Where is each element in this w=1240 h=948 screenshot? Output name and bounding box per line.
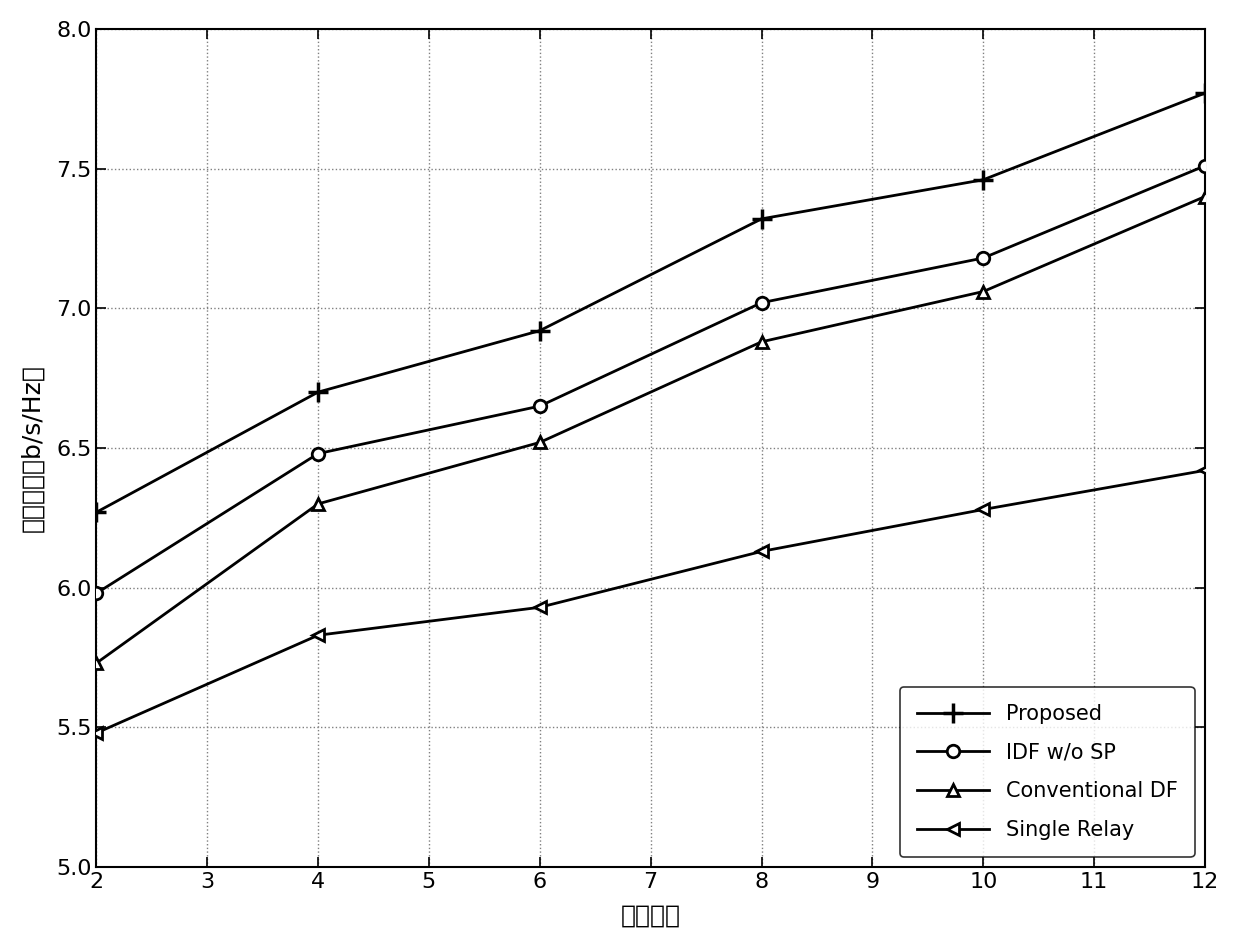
Line: Conventional DF: Conventional DF — [91, 191, 1211, 669]
Proposed — [754, 213, 769, 225]
Conventional DF — [976, 286, 991, 298]
Y-axis label: 系统容量（b/s/Hz）: 系统容量（b/s/Hz） — [21, 364, 45, 532]
Line: Single Relay: Single Relay — [91, 465, 1211, 739]
Proposed — [1198, 87, 1213, 99]
IDF w/o SP — [310, 447, 325, 459]
Proposed — [89, 506, 104, 518]
Conventional DF — [754, 337, 769, 348]
Conventional DF — [89, 658, 104, 669]
Proposed — [532, 325, 547, 337]
Single Relay — [754, 546, 769, 557]
Line: Proposed: Proposed — [87, 83, 1215, 522]
Single Relay — [89, 727, 104, 738]
X-axis label: 中继数目: 中继数目 — [621, 903, 681, 927]
IDF w/o SP — [1198, 160, 1213, 172]
IDF w/o SP — [89, 588, 104, 599]
IDF w/o SP — [754, 297, 769, 308]
Proposed — [310, 387, 325, 398]
Conventional DF — [310, 499, 325, 510]
Single Relay — [310, 629, 325, 641]
IDF w/o SP — [976, 252, 991, 264]
Conventional DF — [1198, 191, 1213, 202]
Single Relay — [1198, 465, 1213, 476]
Conventional DF — [532, 437, 547, 448]
IDF w/o SP — [532, 400, 547, 411]
Proposed — [976, 174, 991, 186]
Line: IDF w/o SP: IDF w/o SP — [91, 159, 1211, 599]
Legend: Proposed, IDF w/o SP, Conventional DF, Single Relay: Proposed, IDF w/o SP, Conventional DF, S… — [900, 687, 1194, 857]
Single Relay — [976, 503, 991, 515]
Single Relay — [532, 602, 547, 613]
